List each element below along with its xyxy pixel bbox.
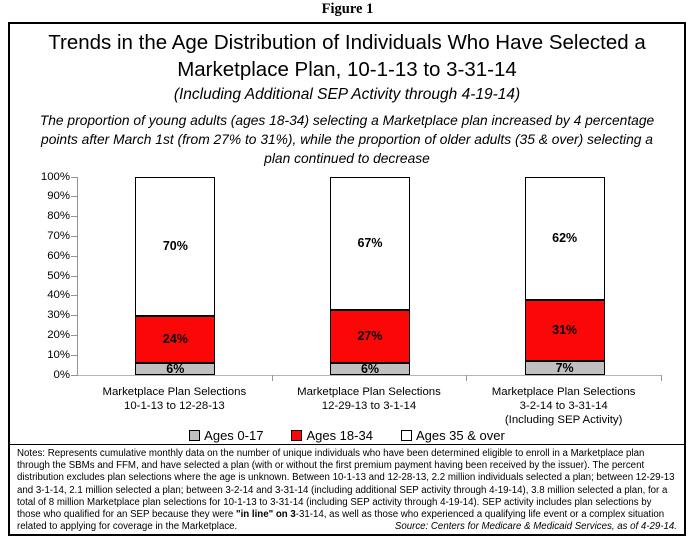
chart-legend: Ages 0-17 Ages 18-34 Ages 35 & over	[10, 428, 684, 443]
x-axis-category-label-line: Marketplace Plan Selections	[102, 386, 247, 398]
bar-segment-value-label: 31%	[552, 323, 578, 338]
y-axis-tick	[71, 275, 78, 277]
bar-segment-value-label: 6%	[360, 362, 380, 377]
y-axis-tick-label: 80%	[47, 210, 70, 223]
bar-segment-value-label: 27%	[357, 329, 383, 344]
y-axis-tick-label: 50%	[47, 269, 70, 282]
y-axis-tick	[71, 216, 78, 218]
notes-prefix: Notes:	[17, 448, 45, 459]
bar-segment-ages-35-over: 62%	[524, 177, 605, 300]
y-axis-tick-label: 30%	[47, 309, 70, 322]
bar-segment-ages-35-over: 67%	[330, 177, 410, 310]
bar-segment-value-label: 6%	[166, 362, 185, 377]
legend-swatch-icon	[189, 430, 201, 441]
y-axis-tick-label: 90%	[47, 190, 70, 203]
chart-title-line1: Trends in the Age Distribution of Indivi…	[48, 31, 646, 54]
figure-border-box: Trends in the Age Distribution of Indivi…	[8, 22, 686, 536]
x-axis-category-label-line: Marketplace Plan Selections	[491, 386, 636, 398]
legend-swatch-icon	[291, 430, 303, 441]
stacked-bar: 70% 24% 6%	[135, 177, 216, 377]
y-axis-tick-label: 60%	[47, 249, 70, 262]
chart-title-line3: (Including Additional SEP Activity throu…	[173, 86, 521, 103]
y-axis-tick	[71, 295, 78, 297]
bar-segment-value-label: 70%	[162, 239, 188, 254]
bar-segment-value-label: 24%	[162, 332, 188, 347]
x-axis-labels: Marketplace Plan Selections 10-1-13 to 12…	[77, 385, 661, 431]
chart-subtitle: The proportion of young adults (ages 18-…	[39, 113, 655, 166]
x-axis-tick	[661, 375, 662, 381]
x-axis-category-label-line: 10-1-13 to 12-28-13	[123, 400, 225, 412]
y-axis-tick	[71, 235, 78, 237]
y-axis-tick	[71, 374, 78, 376]
legend-item-ages-0-17: Ages 0-17	[189, 428, 263, 443]
source-citation: Source: Centers for Medicare & Medicaid …	[394, 521, 677, 533]
bar-segment-ages-18-34: 31%	[524, 299, 605, 362]
stacked-bar: 67% 27% 6%	[330, 177, 410, 375]
legend-label: Ages 18-34	[306, 428, 373, 443]
y-axis-tick-label: 100%	[40, 170, 70, 183]
y-axis-tick	[71, 196, 78, 198]
notes-section: Notes: Represents cumulative monthly dat…	[10, 444, 684, 534]
bar-segment-ages-0-17: 7%	[524, 361, 605, 376]
plot-area: 0% 10% 20% 30% 40% 50% 60% 70% 80% 90% 100% 70% 24% 6…	[41, 171, 662, 381]
legend-swatch-icon	[400, 430, 412, 441]
y-axis-tick-label: 20%	[47, 328, 70, 341]
y-axis-tick	[71, 255, 78, 257]
x-axis-category-label-line: (Including SEP Activity)	[504, 414, 623, 426]
figure-number-label: Figure 1	[321, 1, 374, 17]
chart-title: Trends in the Age Distribution of Indivi…	[10, 29, 684, 106]
y-axis-tick-label: 0%	[53, 368, 70, 381]
y-axis-tick	[71, 334, 78, 336]
y-axis-tick	[71, 176, 78, 178]
y-axis-tick	[71, 315, 78, 317]
notes-text: Represents cumulative monthly data on th…	[17, 448, 675, 521]
bar-segment-value-label: 67%	[357, 236, 383, 251]
bar-segment-ages-0-17: 6%	[330, 363, 410, 375]
x-axis-category-label-line: Marketplace Plan Selections	[297, 386, 441, 398]
legend-item-ages-35-over: Ages 35 & over	[400, 428, 505, 443]
bar-segment-ages-18-34: 27%	[330, 309, 410, 364]
stacked-bar: 62% 31% 7%	[524, 177, 605, 376]
notes-bold-text: "in line" on 3	[236, 509, 296, 521]
y-axis-tick-label: 70%	[47, 229, 70, 242]
bar-segment-ages-35-over: 70%	[135, 177, 216, 316]
legend-item-ages-18-34: Ages 18-34	[291, 428, 373, 443]
bar-segment-value-label: 62%	[552, 231, 578, 246]
x-axis-category-label: Marketplace Plan Selections 12-29-13 to 3…	[272, 385, 467, 413]
y-axis-tick-label: 10%	[47, 348, 70, 361]
bar-segment-ages-18-34: 24%	[135, 315, 216, 364]
legend-label: Ages 0-17	[204, 428, 264, 443]
bar-segment-value-label: 7%	[555, 361, 574, 376]
x-axis-category-label-line: 3-2-14 to 3-31-14	[519, 400, 608, 412]
bar-segment-ages-0-17: 6%	[135, 362, 216, 377]
x-axis-tick	[271, 375, 273, 381]
y-axis-tick	[71, 354, 78, 356]
x-axis-tick	[466, 375, 468, 381]
notes-text-end: -31-14, as well as those who experienced…	[17, 509, 665, 533]
x-axis-category-label-line: 12-29-13 to 3-1-14	[321, 400, 417, 412]
x-axis-category-label: Marketplace Plan Selections 3-2-14 to 3-3…	[466, 385, 661, 427]
chart-title-line2: Marketplace Plan, 10-1-13 to 3-31-14	[177, 58, 517, 81]
legend-label: Ages 35 & over	[415, 428, 505, 443]
x-axis-category-label: Marketplace Plan Selections 10-1-13 to 12…	[77, 385, 272, 413]
y-axis-tick-label: 40%	[47, 289, 70, 302]
